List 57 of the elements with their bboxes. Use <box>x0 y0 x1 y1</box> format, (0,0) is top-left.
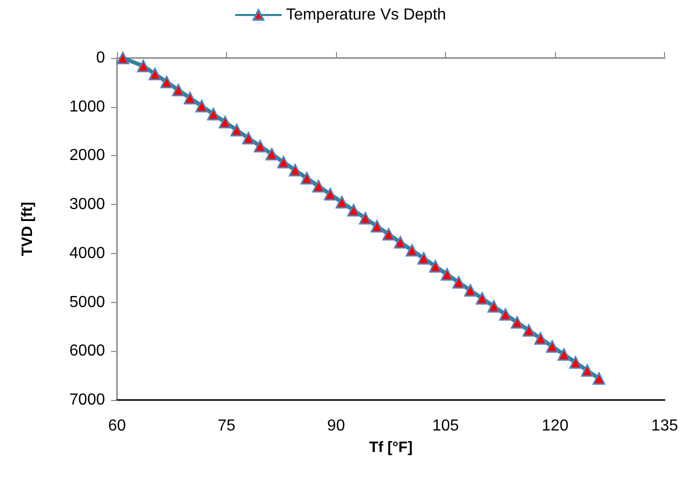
point <box>488 300 500 313</box>
point <box>382 228 395 241</box>
point <box>324 188 336 200</box>
y-tick-label: 7000 <box>69 392 106 408</box>
point <box>522 324 536 337</box>
point <box>569 356 582 369</box>
point <box>230 124 244 136</box>
point <box>184 92 196 104</box>
point <box>172 84 185 96</box>
point <box>148 68 162 80</box>
point <box>476 292 488 305</box>
x-tick-label: 105 <box>432 418 460 434</box>
point <box>499 308 512 321</box>
x-tick-label: 135 <box>651 418 678 434</box>
point <box>254 140 266 152</box>
point <box>592 372 606 385</box>
y-axis-title: TVD [ft] <box>19 202 36 256</box>
point <box>534 332 547 345</box>
point <box>312 180 325 192</box>
point <box>429 260 442 273</box>
y-tick-label: 3000 <box>69 196 106 214</box>
y-tick-label: 4000 <box>69 244 106 262</box>
point <box>347 204 360 216</box>
point <box>452 276 465 289</box>
point <box>510 316 524 329</box>
point <box>546 340 558 353</box>
point <box>218 116 232 128</box>
x-tick-label: 120 <box>542 418 569 434</box>
point <box>359 212 372 224</box>
point <box>195 100 208 112</box>
point <box>336 196 348 208</box>
point <box>406 244 418 257</box>
y-tick-label: 2000 <box>69 147 106 164</box>
point <box>266 148 278 160</box>
point <box>277 156 290 168</box>
x-axis-title: Tf [°F] <box>369 439 413 456</box>
point <box>288 164 302 176</box>
point <box>207 108 220 120</box>
x-tick-label: 90 <box>327 418 346 434</box>
point <box>137 60 150 72</box>
point <box>370 220 384 233</box>
point <box>417 252 430 265</box>
legend-label: Temperature Vs Depth <box>286 6 446 24</box>
point <box>160 76 173 88</box>
point <box>440 268 454 281</box>
x-tick-label: 60 <box>108 418 126 434</box>
point <box>394 236 407 249</box>
x-tick-label: 75 <box>218 418 236 434</box>
y-tick-label: 5000 <box>69 294 106 311</box>
y-tick-label: 0 <box>96 50 106 66</box>
point <box>300 172 314 184</box>
point <box>581 364 594 377</box>
y-tick-label: 1000 <box>69 98 106 116</box>
y-tick-label: 6000 <box>69 342 106 360</box>
point <box>464 284 477 297</box>
point <box>242 132 255 144</box>
point <box>558 348 570 361</box>
